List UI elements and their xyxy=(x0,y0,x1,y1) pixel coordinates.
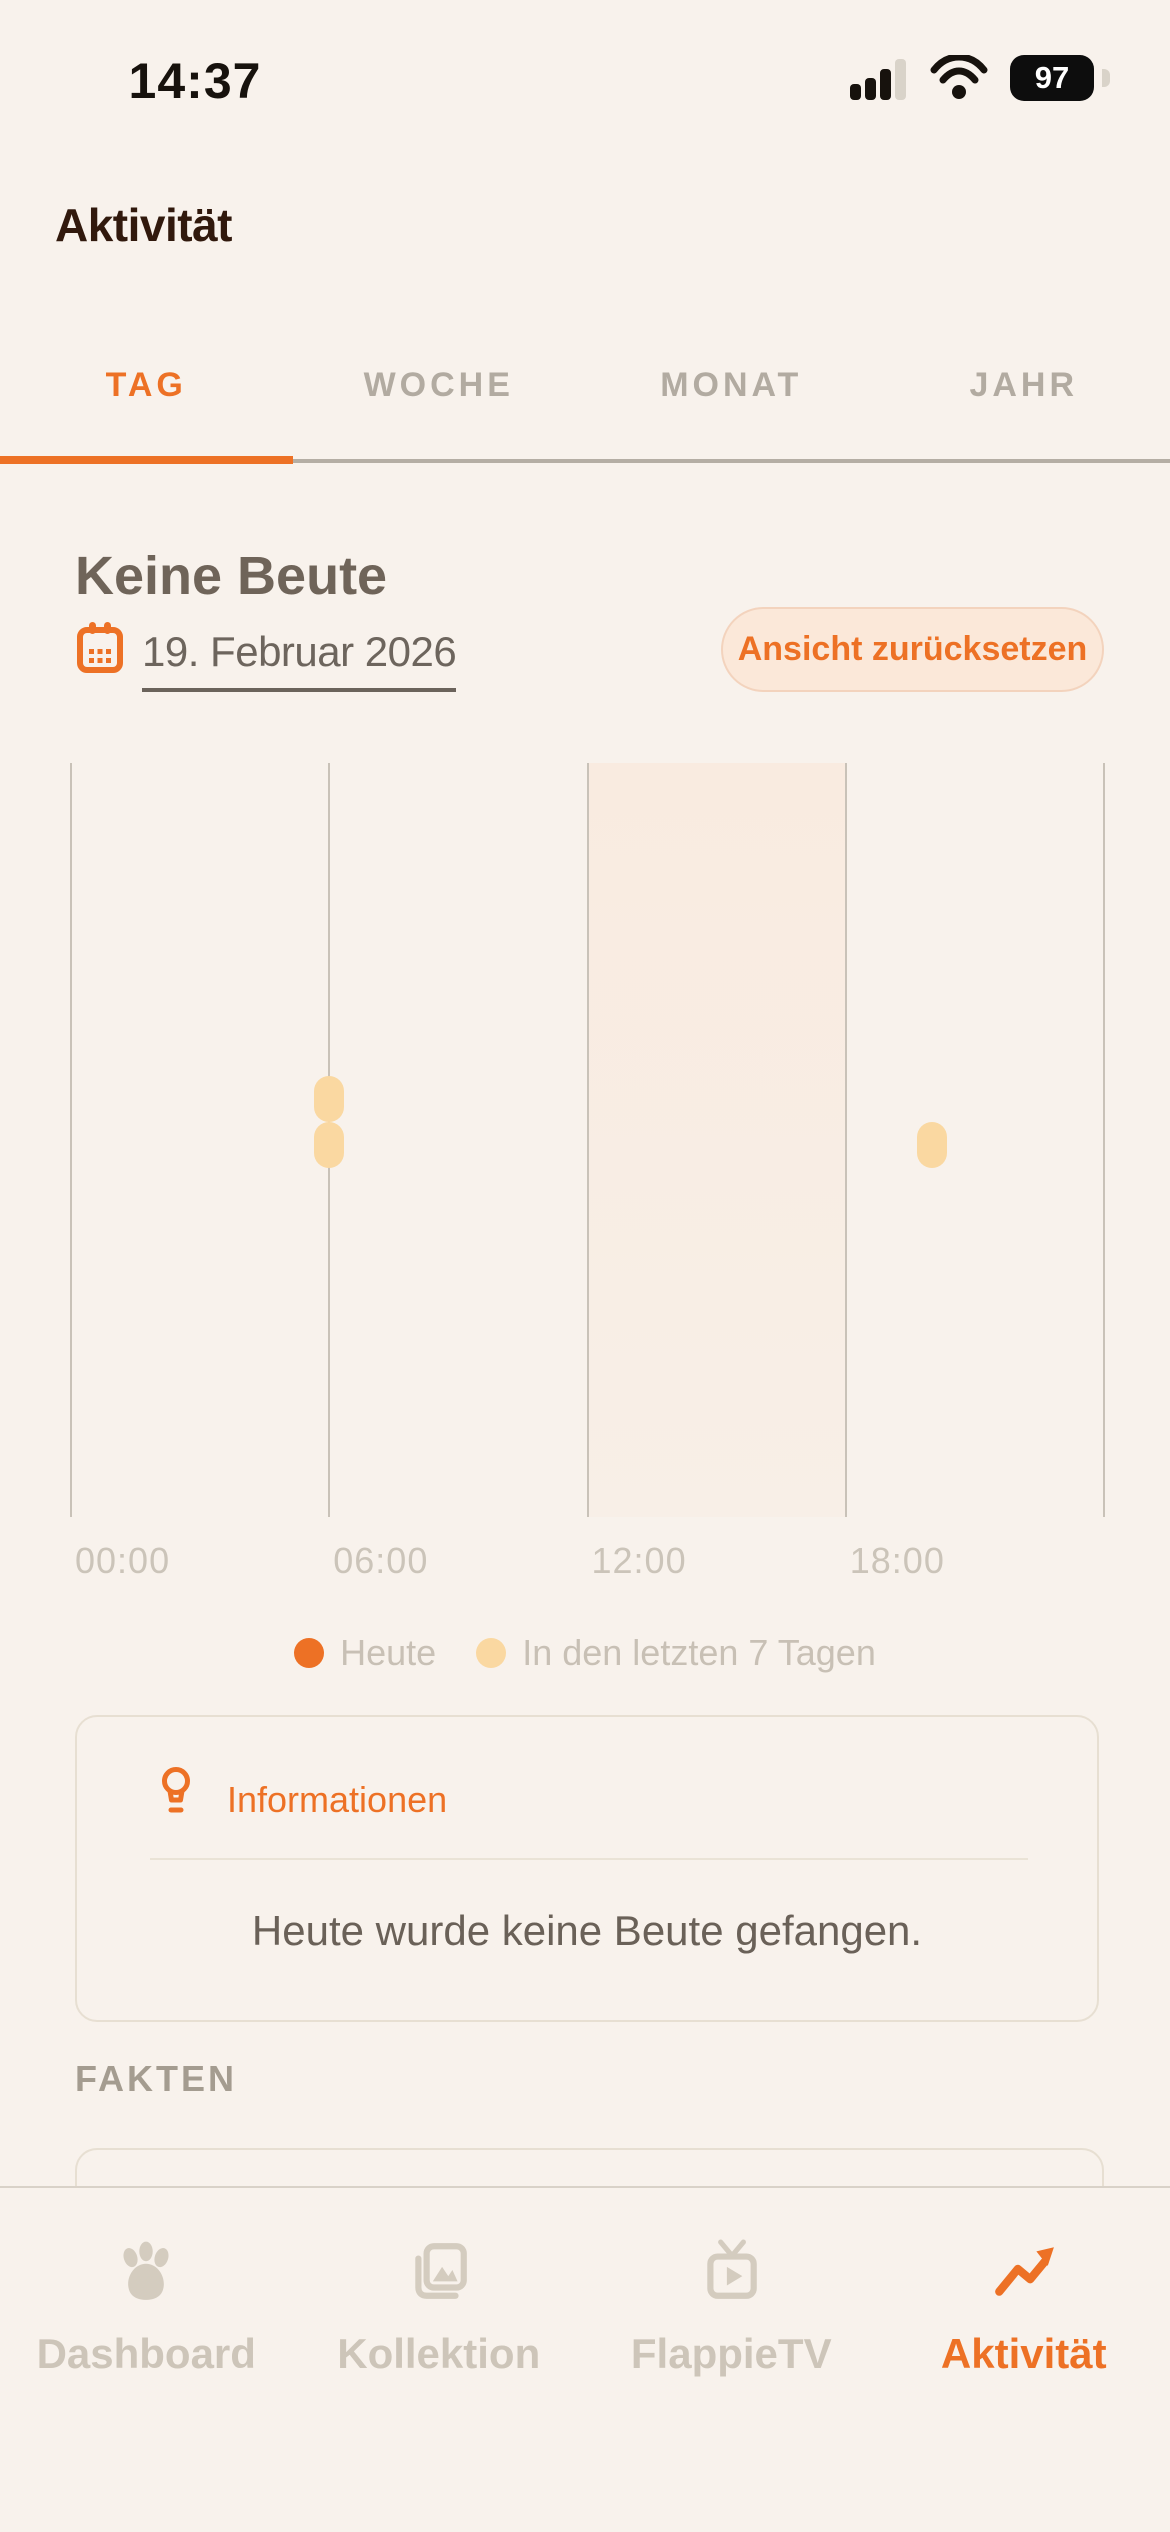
chart-event-dot xyxy=(916,1122,947,1168)
nav-label-flappietv: FlappieTV xyxy=(630,2330,832,2377)
tab-tag[interactable]: TAG xyxy=(105,366,187,404)
status-icons: 97 xyxy=(850,54,1110,102)
trending-up-icon xyxy=(994,2247,1054,2296)
chart-event-dot xyxy=(314,1076,345,1122)
legend-item-heute: Heute xyxy=(294,1632,436,1674)
tab-active-indicator xyxy=(0,456,293,464)
reset-view-button[interactable]: Ansicht zurücksetzen xyxy=(721,607,1104,692)
chart-highlight-band xyxy=(587,763,846,1517)
tab-jahr[interactable]: JAHR xyxy=(969,366,1079,404)
chart-axis-labels: 00:00 06:00 12:00 18:00 xyxy=(0,1540,1170,1590)
info-card-title: Informationen xyxy=(227,1779,448,1820)
day-heading: Keine Beute xyxy=(75,546,388,606)
battery-icon: 97 xyxy=(1010,55,1094,101)
nav-separator xyxy=(0,2186,1170,2188)
calendar-icon[interactable] xyxy=(76,622,124,679)
info-card: Informationen Heute wurde keine Beute ge… xyxy=(75,1715,1099,2022)
legend-label-last7days: In den letzten 7 Tagen xyxy=(522,1632,876,1673)
battery-nub xyxy=(1102,69,1110,87)
date-picker[interactable]: 19. Februar 2026 xyxy=(142,628,457,692)
info-card-divider xyxy=(150,1858,1028,1860)
collection-icon xyxy=(415,2243,467,2299)
facts-card-partial xyxy=(75,2148,1104,2192)
lightbulb-icon xyxy=(157,1767,195,1824)
nav-item-kollektion[interactable]: Kollektion xyxy=(293,2188,586,2532)
nav-label-dashboard: Dashboard xyxy=(36,2330,256,2377)
legend-item-last7days: In den letzten 7 Tagen xyxy=(476,1632,876,1674)
nav-item-dashboard[interactable]: Dashboard xyxy=(0,2188,293,2532)
chart-gridline xyxy=(70,763,72,1517)
nav-label-aktivitaet: Aktivität xyxy=(940,2330,1107,2377)
legend-dot-heute xyxy=(294,1638,325,1668)
chart-event-dot xyxy=(314,1122,345,1168)
axis-tick-label: 00:00 xyxy=(75,1540,171,1581)
cellular-signal-icon xyxy=(850,59,906,100)
nav-label-kollektion: Kollektion xyxy=(337,2330,541,2377)
chart-legend: Heute In den letzten 7 Tagen xyxy=(0,1632,1170,1674)
bottom-nav: Dashboard Kollektion FlappieTV Aktivität xyxy=(0,2188,1170,2532)
chart-gridline xyxy=(1103,763,1105,1517)
chart-plot[interactable] xyxy=(0,763,1170,1517)
info-card-body: Heute wurde keine Beute gefangen. xyxy=(251,1907,923,1954)
tv-icon xyxy=(707,2239,758,2299)
nav-item-flappietv[interactable]: FlappieTV xyxy=(585,2188,878,2532)
axis-tick-label: 06:00 xyxy=(333,1540,429,1581)
chart-gridline xyxy=(586,763,589,1517)
legend-label-heute: Heute xyxy=(340,1632,437,1673)
period-tabs: TAG WOCHE MONAT JAHR xyxy=(0,366,1170,405)
legend-dot-last7days xyxy=(476,1638,507,1668)
nav-item-aktivitaet[interactable]: Aktivität xyxy=(878,2188,1170,2532)
chart-gridline xyxy=(844,763,847,1517)
axis-tick-label: 18:00 xyxy=(849,1540,945,1581)
axis-tick-label: 12:00 xyxy=(591,1540,687,1581)
wifi-icon xyxy=(930,55,988,99)
tab-monat[interactable]: MONAT xyxy=(660,366,803,404)
page-title: Aktivität xyxy=(55,199,232,251)
battery-percent: 97 xyxy=(1034,60,1070,95)
paw-icon xyxy=(123,2241,169,2300)
facts-section-label: FAKTEN xyxy=(75,2058,237,2099)
tab-track xyxy=(0,459,1170,463)
status-time: 14:37 xyxy=(128,53,262,109)
tab-woche[interactable]: WOCHE xyxy=(363,366,514,404)
